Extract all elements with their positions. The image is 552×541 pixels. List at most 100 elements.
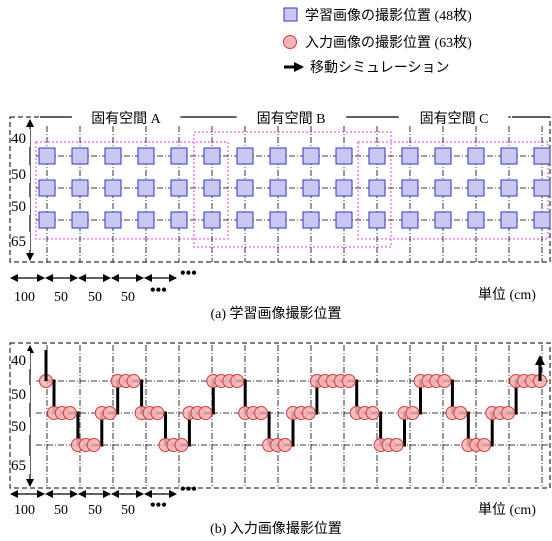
col-label-100: 100 xyxy=(14,290,35,305)
row-label-65: 65 xyxy=(11,234,26,250)
region-label-c: 固有空間 C xyxy=(420,111,489,127)
region-c-border xyxy=(357,141,549,240)
input-position-circle xyxy=(389,438,404,452)
input-circle-icon xyxy=(283,35,297,49)
learning-position-square xyxy=(137,147,155,165)
learning-position-square xyxy=(401,211,419,229)
learning-position-square xyxy=(170,179,188,197)
learning-position-square xyxy=(71,211,89,229)
col-label-100: 100 xyxy=(14,503,35,518)
caption-b: (b) 入力画像撮影位置 xyxy=(210,520,342,537)
learning-position-square xyxy=(500,179,518,197)
row-label-50b: 50 xyxy=(11,199,26,215)
learning-position-square xyxy=(236,147,254,165)
learning-position-square xyxy=(302,179,320,197)
learning-position-square xyxy=(533,179,551,197)
row-label-65: 65 xyxy=(11,458,26,474)
col-label-50c: 50 xyxy=(121,503,135,518)
learning-position-square xyxy=(434,147,452,165)
learning-position-square xyxy=(467,179,485,197)
learning-position-square xyxy=(170,147,188,165)
learning-position-square xyxy=(434,179,452,197)
col-label-50a: 50 xyxy=(54,503,68,518)
unit-label: 単位 (cm) xyxy=(478,287,536,303)
panel-a: 固有空間 A 固有空間 B 固有空間 C 40 50 50 65 100 50 … xyxy=(9,108,551,322)
panel-b: 40 50 50 65 100 50 50 50 ••• ••• 単位 (cm)… xyxy=(9,342,551,537)
learning-position-square xyxy=(335,179,353,197)
row-label-40: 40 xyxy=(11,353,26,369)
col-label-50a: 50 xyxy=(54,290,68,305)
input-position-circle xyxy=(301,406,316,420)
learning-position-square xyxy=(500,211,518,229)
input-position-circle xyxy=(341,374,356,388)
learning-square-icon xyxy=(283,7,298,22)
input-position-circle xyxy=(198,406,213,420)
input-position-circle xyxy=(278,438,292,452)
learning-position-square xyxy=(533,211,551,229)
learning-position-square xyxy=(236,211,254,229)
region-label-b: 固有空間 B xyxy=(257,111,326,127)
learning-position-square xyxy=(71,147,89,165)
learning-position-square xyxy=(137,179,155,197)
learning-position-square xyxy=(170,211,188,229)
learning-position-square xyxy=(104,211,122,229)
learning-position-square xyxy=(104,179,122,197)
col-label-50b: 50 xyxy=(88,503,102,518)
learning-position-square xyxy=(71,179,89,197)
input-position-circle xyxy=(477,438,492,452)
legend-movement: 移動シミュレーション xyxy=(310,60,449,76)
learning-position-square xyxy=(368,147,386,165)
input-position-circle xyxy=(501,406,516,420)
caption-a: (a) 学習画像撮影位置 xyxy=(210,305,341,322)
learning-position-square xyxy=(203,147,221,165)
learning-position-square xyxy=(104,147,122,165)
learning-position-square xyxy=(269,179,287,197)
learning-position-square xyxy=(269,147,287,165)
col-label-50c: 50 xyxy=(121,290,135,305)
row-label-50a: 50 xyxy=(11,387,26,403)
row-label-50a: 50 xyxy=(11,167,26,183)
input-position-circle xyxy=(405,406,420,420)
region-a-border xyxy=(35,141,229,240)
learning-position-square xyxy=(533,147,551,165)
learning-position-square xyxy=(302,211,320,229)
input-position-circle xyxy=(62,406,77,420)
panel-b-frame xyxy=(9,342,551,489)
unit-label: 単位 (cm) xyxy=(478,502,536,518)
input-position-circle xyxy=(365,406,380,420)
input-positions xyxy=(39,374,547,452)
input-position-circle xyxy=(86,438,101,452)
learning-position-square xyxy=(38,179,56,197)
learning-position-square xyxy=(203,211,221,229)
learning-position-square xyxy=(38,211,56,229)
input-position-circle xyxy=(453,406,468,420)
col-ellipsis: ••• xyxy=(150,497,167,514)
axis-ellipsis: ••• xyxy=(180,481,197,498)
input-position-circle xyxy=(437,374,452,388)
input-position-circle xyxy=(126,374,141,388)
learning-position-square xyxy=(368,179,386,197)
learning-position-square xyxy=(368,211,386,229)
learning-position-square xyxy=(467,147,485,165)
learning-position-square xyxy=(203,179,221,197)
row-label-40: 40 xyxy=(11,131,26,147)
learning-position-square xyxy=(302,147,320,165)
learning-position-square xyxy=(335,211,353,229)
input-position-circle xyxy=(150,406,165,420)
learning-position-square xyxy=(500,147,518,165)
input-position-circle xyxy=(230,374,245,388)
region-b-border xyxy=(193,131,392,248)
learning-position-square xyxy=(467,211,485,229)
learning-position-square xyxy=(38,147,56,165)
col-label-50b: 50 xyxy=(88,290,102,305)
legend: 学習画像の撮影位置 (48枚) 入力画像の撮影位置 (63枚) 移動シミュレーシ… xyxy=(283,7,472,76)
region-label-a: 固有空間 A xyxy=(91,111,161,127)
legend-learning: 学習画像の撮影位置 (48枚) xyxy=(305,7,472,24)
learning-position-square xyxy=(269,211,287,229)
learning-position-square xyxy=(401,179,419,197)
learning-position-square xyxy=(236,179,254,197)
learning-position-square xyxy=(401,147,419,165)
input-position-circle xyxy=(102,406,117,420)
row-label-50b: 50 xyxy=(11,419,26,435)
